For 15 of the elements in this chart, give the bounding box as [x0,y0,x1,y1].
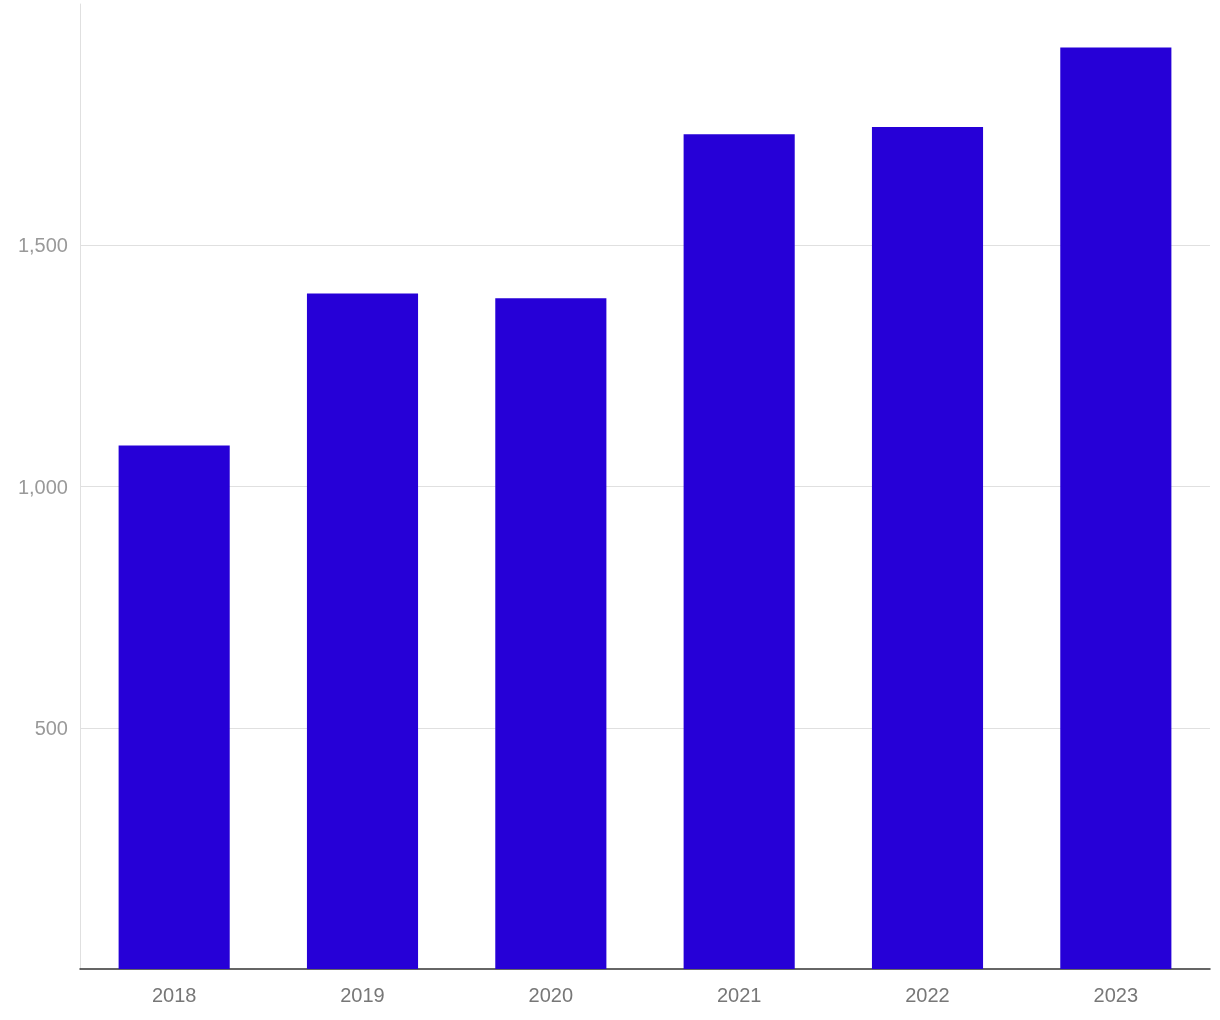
bar [871,127,984,969]
bar [495,298,607,969]
bar [306,293,419,969]
y-tick-label: 1,500 [17,234,68,257]
x-tick-label: 2021 [716,984,762,1006]
x-tick-label: 2019 [340,984,385,1006]
bar [683,134,795,969]
x-tick-label: 2023 [1093,984,1139,1006]
bar [118,445,230,969]
bar [1060,47,1172,969]
x-tick-label: 2022 [905,984,950,1006]
y-tick-label: 500 [34,716,68,739]
x-tick-label: 2020 [528,984,574,1006]
x-tick-label: 2018 [151,984,197,1006]
y-tick-label: 1,000 [17,475,68,498]
